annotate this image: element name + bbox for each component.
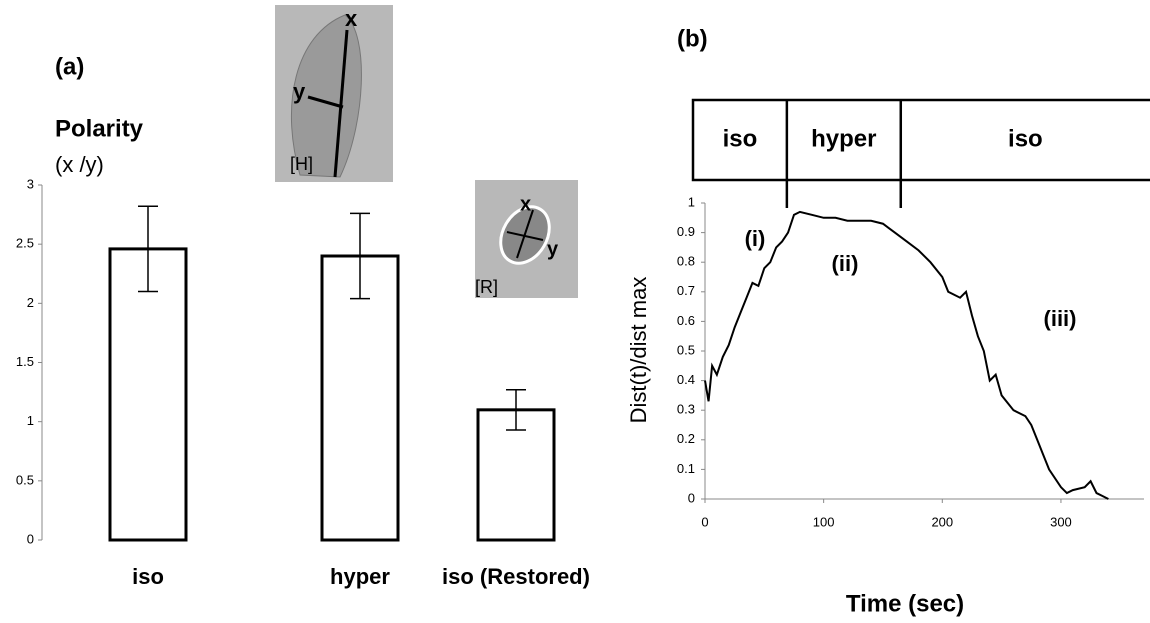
y-tick-label: 2.5 [16, 236, 34, 251]
error-bar [506, 388, 526, 431]
y-tick-label: 2 [27, 295, 34, 310]
phase-label: iso [1008, 125, 1043, 152]
axis-y [307, 95, 344, 109]
y-tick-label: 0 [688, 490, 695, 505]
axis-y [506, 231, 544, 241]
x-tick-label: hyper [330, 564, 390, 589]
y-tick-label: 0.8 [677, 254, 695, 269]
x-tick-label: 300 [1050, 514, 1072, 529]
error-bar [138, 205, 158, 293]
panel-a-label: (a) [55, 53, 84, 80]
data-line [704, 210, 1109, 500]
annotation: (iii) [1044, 306, 1077, 331]
y-tick-label: 0.5 [16, 472, 34, 487]
phase-label: iso [723, 125, 758, 152]
phase-label: hyper [811, 125, 876, 152]
inset-mark: x [520, 193, 531, 215]
x-axis-title: Time (sec) [846, 590, 964, 617]
x-tick-label: iso [132, 564, 164, 589]
y-tick-label: 0.1 [677, 461, 695, 476]
inset-label: [H] [290, 154, 313, 174]
y-tick-label: 0.7 [677, 283, 695, 298]
y-tick-label: 1 [27, 413, 34, 428]
inset-mark: y [293, 79, 306, 104]
y-tick-label: 0.3 [677, 402, 695, 417]
x-tick-label: iso (Restored) [442, 564, 590, 589]
inset-mark: x [345, 6, 358, 31]
y-axis-title: Dist(t)/dist max [626, 277, 651, 424]
inset-label: [R] [475, 277, 498, 297]
axis-x [333, 29, 349, 178]
y-axis-title: Polarity [55, 115, 144, 142]
y-tick-label: 1.5 [16, 354, 34, 369]
panel-b-label: (b) [677, 25, 708, 52]
annotation: (ii) [832, 251, 859, 276]
bar [108, 247, 188, 542]
error-bar [350, 212, 370, 300]
y-axis-unit: (x /y) [55, 152, 104, 177]
x-tick-label: 0 [701, 514, 708, 529]
axis-x [516, 209, 534, 259]
y-tick-label: 0.4 [677, 372, 695, 387]
y-tick-label: 0.2 [677, 431, 695, 446]
y-tick-label: 0.9 [677, 224, 695, 239]
inset-mark: y [547, 238, 559, 260]
x-tick-label: 200 [931, 514, 953, 529]
y-tick-label: 1 [688, 194, 695, 209]
y-tick-label: 0.6 [677, 313, 695, 328]
y-tick-label: 3 [27, 176, 34, 191]
phase-box [691, 98, 1150, 182]
annotation: (i) [745, 226, 766, 251]
x-tick-label: 100 [813, 514, 835, 529]
y-tick-label: 0 [27, 531, 34, 546]
y-tick-label: 0.5 [677, 342, 695, 357]
